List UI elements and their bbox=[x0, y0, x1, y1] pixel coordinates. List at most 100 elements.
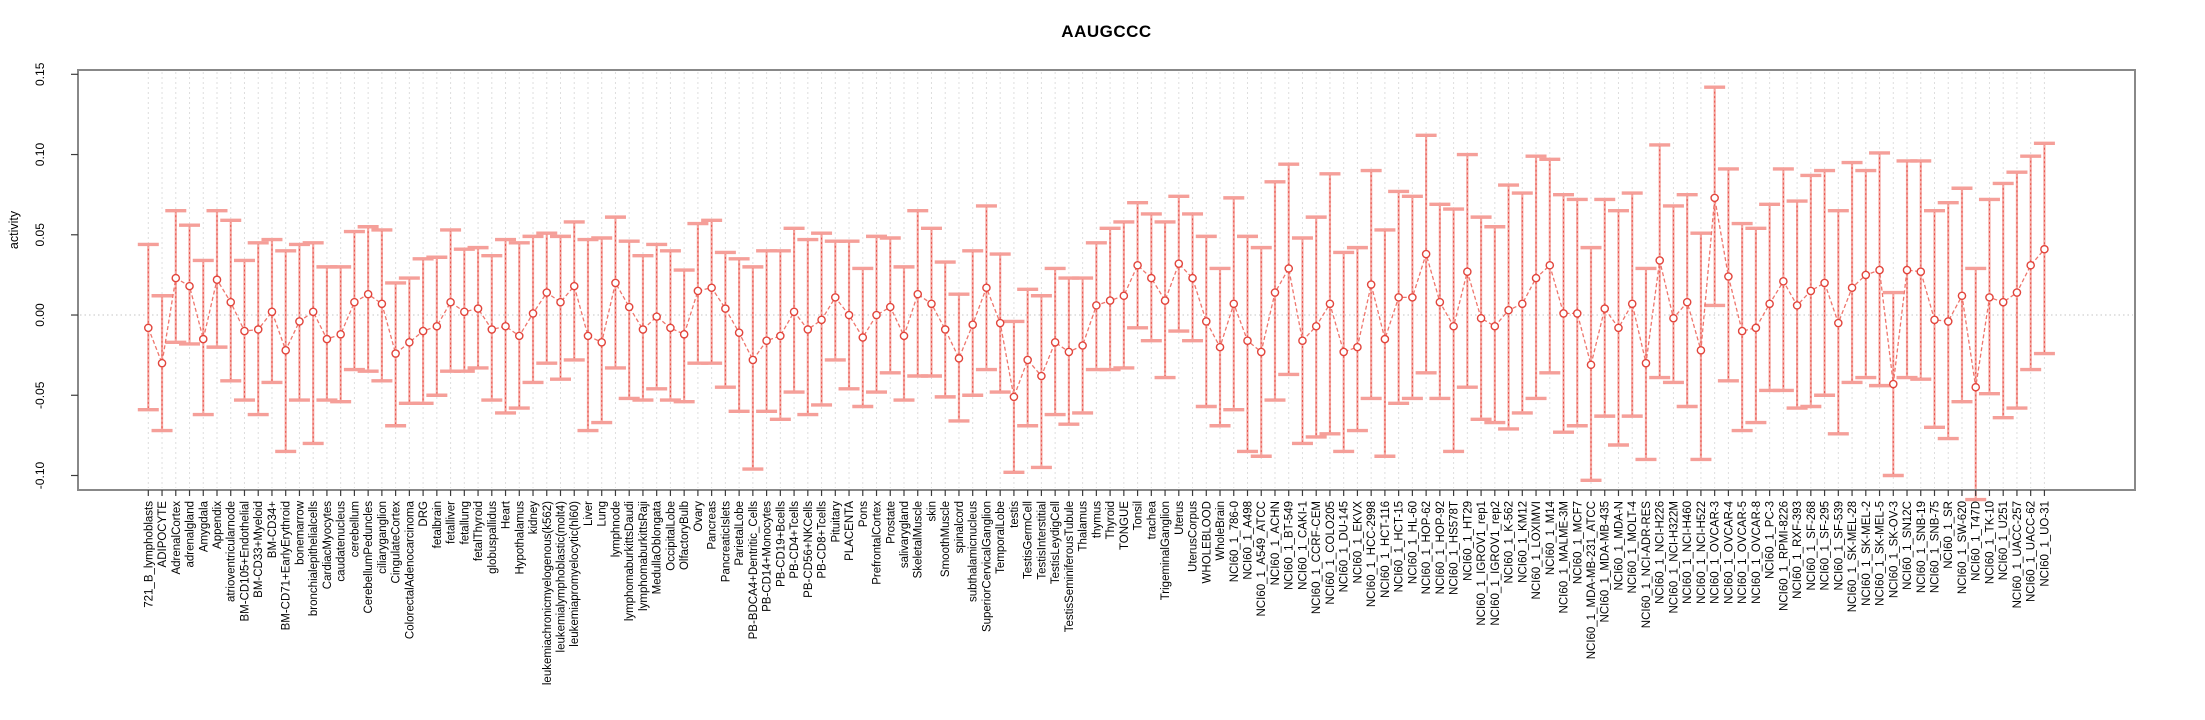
data-point bbox=[899, 331, 909, 341]
data-point bbox=[1669, 313, 1678, 323]
x-tick-label: Thalamus bbox=[1078, 501, 1090, 552]
data-point bbox=[1655, 256, 1664, 265]
x-tick-label: fetalliver bbox=[446, 501, 458, 544]
data-point bbox=[226, 297, 236, 307]
data-point bbox=[1545, 260, 1555, 270]
x-tick-label: subthalamicnucleus bbox=[968, 501, 980, 602]
data-point bbox=[336, 329, 345, 339]
x-tick-label: NCI60_1_RPMI-8226 bbox=[1778, 501, 1790, 611]
data-point bbox=[1888, 379, 1898, 389]
data-point bbox=[1504, 305, 1513, 315]
data-point bbox=[1463, 267, 1472, 276]
x-tick-label: ParietalLobe bbox=[734, 501, 746, 566]
x-tick-label: WholeBrain bbox=[1215, 501, 1227, 560]
chart-title: AAUGCCC bbox=[1061, 22, 1152, 41]
data-point bbox=[1834, 318, 1843, 328]
data-point bbox=[913, 289, 923, 299]
data-point bbox=[1366, 280, 1376, 289]
x-tick-label: testis bbox=[1009, 501, 1021, 528]
x-tick-label: spinalcord bbox=[954, 501, 966, 553]
x-tick-label: PB-CD56+NKCells bbox=[803, 501, 815, 598]
x-tick-label: Ovary bbox=[693, 501, 705, 532]
data-point bbox=[1064, 347, 1074, 357]
x-tick-label: NCI60_1_T47D bbox=[1971, 501, 1983, 581]
data-point bbox=[157, 358, 167, 368]
x-tick-label: NCI60_1_MCF7 bbox=[1572, 501, 1584, 584]
data-point bbox=[1339, 347, 1348, 357]
x-tick-label: NCI60_1_HS578T bbox=[1449, 501, 1461, 595]
x-tick-label: NCI60_1_TK-10 bbox=[1984, 501, 1996, 584]
x-tick-label: NCI60_1_CAKI-1 bbox=[1297, 501, 1309, 590]
x-tick-label: DRG bbox=[418, 501, 430, 527]
data-point bbox=[1105, 296, 1115, 305]
data-point bbox=[363, 289, 373, 299]
x-tick-label: Appendix bbox=[212, 501, 224, 549]
x-tick-label: kidney bbox=[528, 501, 540, 534]
x-tick-label: NCI60_1_HOP-92 bbox=[1435, 501, 1447, 594]
data-point bbox=[597, 338, 607, 347]
data-point bbox=[624, 302, 634, 312]
x-tick-label: fetalThyroid bbox=[473, 501, 485, 561]
data-point bbox=[817, 315, 826, 325]
data-points bbox=[143, 193, 2049, 402]
x-tick-label: NCI60_1_IGROV1_rep2 bbox=[1490, 501, 1502, 626]
x-tick-label: NCI60_1_A549_ATCC bbox=[1256, 501, 1268, 617]
data-point bbox=[1957, 291, 1967, 301]
data-point bbox=[803, 325, 813, 334]
data-point bbox=[831, 293, 840, 302]
x-tick-label: AdrenalCortex bbox=[171, 501, 183, 575]
x-tick-label: NCI60_1_OVCAR-8 bbox=[1751, 501, 1763, 604]
error-bar bbox=[302, 241, 324, 446]
x-tick-label: NCI60_1_RXF-393 bbox=[1792, 501, 1804, 599]
x-tick-label: NCI60_1_U251 bbox=[1998, 501, 2010, 580]
x-tick-label: PrefrontalCortex bbox=[872, 501, 884, 585]
x-tick-label: NCI60_1_SR bbox=[1943, 501, 1955, 569]
data-point bbox=[1380, 334, 1390, 344]
data-point bbox=[198, 334, 208, 344]
data-point bbox=[721, 304, 730, 313]
data-point bbox=[556, 297, 565, 307]
x-tick-label: trachea bbox=[1146, 500, 1158, 539]
x-tick-label: NCI60_1_BT-549 bbox=[1284, 501, 1296, 590]
data-point bbox=[1930, 315, 1939, 325]
x-tick-label: NCI60_1_LOXIMVI bbox=[1531, 501, 1543, 599]
data-point bbox=[295, 317, 304, 326]
x-tick-label: BM-CD105+Endothelial bbox=[239, 501, 251, 622]
data-point bbox=[1847, 283, 1857, 293]
error-bar bbox=[1841, 160, 1863, 385]
data-point bbox=[1779, 277, 1788, 286]
data-point bbox=[514, 331, 524, 341]
x-tick-label: leukemialymphoblastic(molt4) bbox=[556, 501, 568, 653]
data-point bbox=[1792, 301, 1802, 310]
x-tick-label: PB-CD19+Bcells bbox=[775, 501, 787, 587]
error-bar bbox=[742, 265, 764, 471]
x-tick-label: NCI60_1_SW-620 bbox=[1957, 501, 1969, 594]
data-point bbox=[1586, 360, 1596, 370]
error-bar bbox=[604, 215, 626, 370]
axes: 0.15 0.10 0.05 0.00 -0.05 -0.10 721_B_lymphobl… bbox=[33, 62, 2136, 685]
data-point bbox=[1078, 341, 1087, 350]
data-point bbox=[1641, 358, 1651, 368]
data-point bbox=[569, 281, 579, 291]
data-point bbox=[322, 334, 332, 344]
data-point bbox=[1531, 273, 1541, 283]
x-tick-label: SuperiorCervicalGanglion bbox=[981, 501, 993, 632]
x-tick-label: NCI60_1_HL-60 bbox=[1407, 501, 1419, 584]
x-tick-label: NCI60_1_MDA-N bbox=[1613, 501, 1625, 590]
x-tick-label: TrigeminalGanglion bbox=[1160, 501, 1172, 600]
data-point bbox=[1353, 342, 1362, 352]
x-tick-label: TemporalLobe bbox=[995, 501, 1007, 574]
data-point bbox=[734, 328, 744, 337]
data-point bbox=[1160, 296, 1170, 305]
x-tick-label: salivarygland bbox=[899, 501, 911, 568]
x-tick-label: TestisLeydigCell bbox=[1050, 501, 1062, 584]
x-tick-label: NCI60_1_SK-MEL-2 bbox=[1861, 501, 1873, 606]
x-tick-label: Liver bbox=[583, 501, 595, 526]
data-point bbox=[460, 307, 469, 317]
error-bar bbox=[536, 231, 558, 365]
data-point bbox=[1408, 293, 1417, 302]
x-tick-label: ciliaryganglion bbox=[377, 501, 389, 574]
x-tick-label: lymphnode bbox=[610, 501, 622, 557]
data-point bbox=[1985, 293, 1994, 302]
